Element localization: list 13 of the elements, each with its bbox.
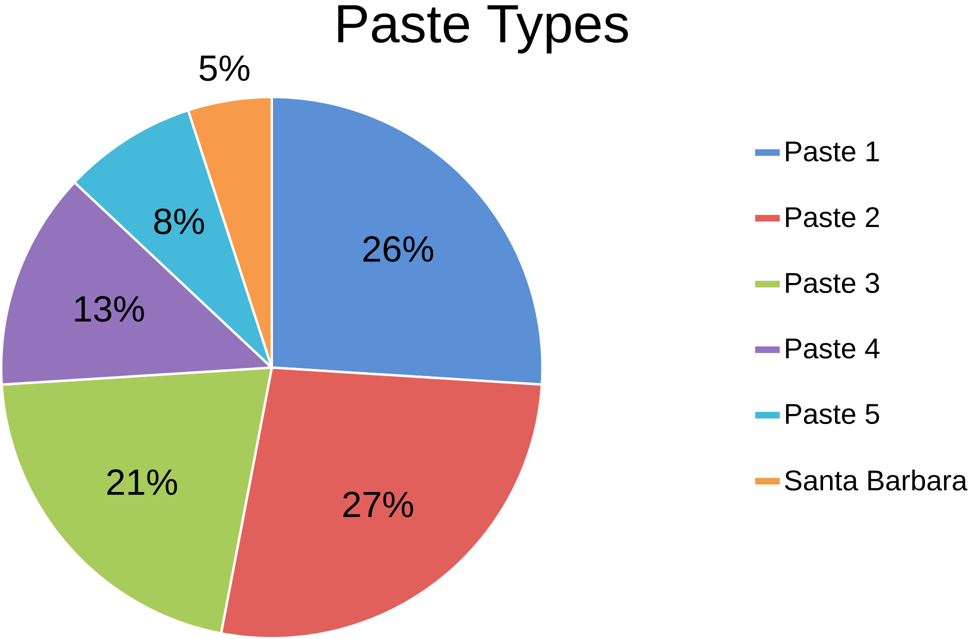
- legend-label: Paste 4: [786, 338, 880, 358]
- data-label: 26%: [363, 236, 434, 262]
- legend-label: Santa Barbara: [785, 469, 968, 490]
- data-label: 8%: [154, 208, 204, 234]
- data-label: 21%: [107, 469, 178, 495]
- data-label: 13%: [75, 296, 144, 322]
- legend-label: Paste 5: [786, 404, 880, 424]
- legend-label: Paste 1: [786, 141, 879, 162]
- legend-label: Paste 3: [786, 272, 880, 293]
- data-label: 27%: [343, 491, 414, 518]
- legend-label: Paste 2: [786, 206, 879, 228]
- data-label: 5%: [200, 55, 250, 81]
- chart-title: Paste Types: [338, 5, 628, 54]
